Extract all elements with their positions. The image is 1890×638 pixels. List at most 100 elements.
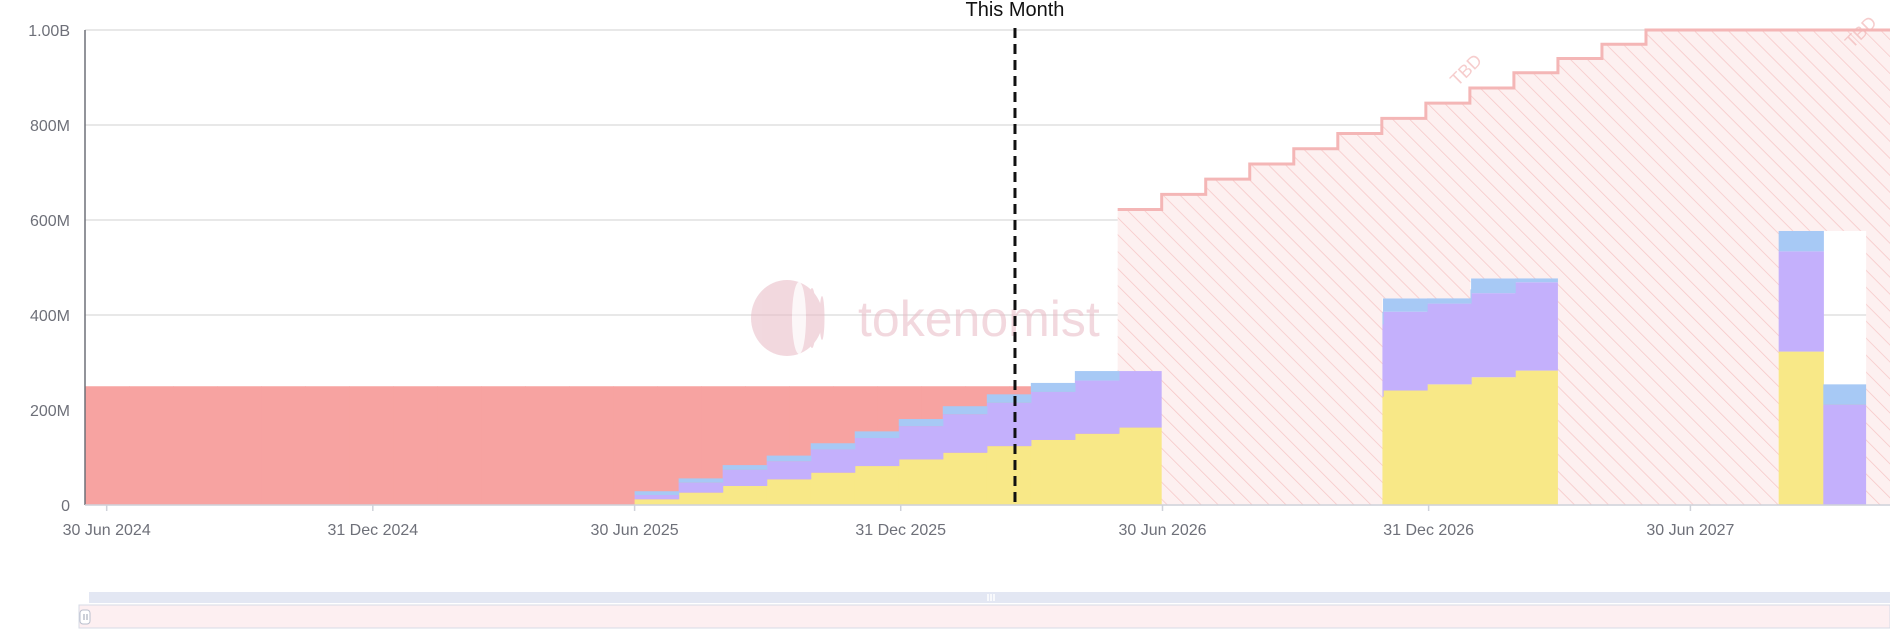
tbd-bar [1249, 163, 1295, 505]
tbd-bar [1337, 133, 1383, 506]
series-blue-bar [634, 491, 680, 496]
drag-handle-icon[interactable] [79, 609, 91, 625]
series-purple-bar [986, 402, 1032, 447]
series-base-bar [437, 386, 482, 505]
tbd-bar [1778, 30, 1823, 231]
series-purple-bar [1823, 404, 1868, 505]
series-yellow-bar [1515, 370, 1560, 505]
x-tick-label: 31 Dec 2026 [1383, 522, 1474, 539]
series-yellow-bar [854, 466, 900, 505]
tbd-bar [1161, 194, 1207, 505]
series-yellow-bar [1383, 390, 1428, 505]
series-yellow-bar [1427, 384, 1472, 505]
series-purple-bar [942, 414, 988, 453]
y-tick-label: 200M [30, 403, 70, 420]
series-base-bar [525, 386, 570, 505]
series-base-bar [349, 386, 394, 505]
x-tick-label: 30 Jun 2024 [63, 522, 151, 539]
series-blue-bar [766, 455, 812, 462]
series-base-bar [129, 386, 174, 505]
series-purple-bar [722, 469, 768, 486]
watermark-text: tokenomist [858, 291, 1100, 347]
slider-window[interactable] [78, 604, 1890, 629]
series-blue-bar [898, 419, 944, 427]
series-base-bar [261, 386, 306, 505]
series-yellow-bar [766, 479, 812, 505]
series-yellow-bar [1471, 377, 1516, 505]
series-purple-bar [634, 495, 680, 500]
datazoom-slider[interactable] [78, 592, 1890, 629]
tbd-bar [1205, 179, 1251, 505]
series-yellow-bar [1779, 351, 1824, 505]
series-base-bar [173, 386, 218, 505]
series-blue-bar [854, 431, 900, 439]
grip-icon[interactable] [987, 594, 995, 601]
series-yellow-bar [722, 486, 768, 505]
x-tick-label: 30 Jun 2026 [1118, 522, 1206, 539]
marker-label: This Month [966, 0, 1065, 21]
series-purple-bar [1515, 282, 1560, 371]
series-blue-bar [1779, 230, 1824, 252]
this-month-marker: This Month [966, 0, 1065, 505]
slider-track-top[interactable] [89, 592, 1890, 603]
y-tick-label: 800M [30, 118, 70, 135]
series-blue-bar [1074, 371, 1120, 381]
tbd-bar [1293, 148, 1339, 505]
series-purple-bar [1118, 369, 1164, 428]
series-base-bar [85, 386, 130, 505]
tbd-outline [1117, 28, 1890, 212]
series-yellow-bar [898, 459, 944, 505]
series-base-bar [481, 386, 526, 505]
series-blue-bar [986, 394, 1032, 403]
series-yellow-bar [634, 499, 680, 505]
tbd-bar [1690, 30, 1735, 505]
tbd-bar [1425, 103, 1471, 299]
tbd-label: TBD [1446, 50, 1486, 90]
series-blue-bar [942, 406, 988, 415]
series-purple-bar [1074, 380, 1120, 434]
series-blue-bar [678, 478, 724, 483]
axes: 0 200M 400M 600M 800M 1.00B 30 Jun 2024 31 Dec … [28, 23, 1890, 539]
y-tick-label: 1.00B [28, 23, 70, 40]
tbd-bar [1117, 209, 1163, 372]
series-base-bar [613, 386, 658, 505]
series-yellow-bar [678, 492, 724, 505]
series-yellow-bar [1030, 439, 1076, 505]
series-purple-bar [854, 438, 900, 467]
tbd-bar [1601, 44, 1647, 505]
series-purple-bar [678, 482, 724, 493]
watermark: tokenomist [751, 280, 1100, 356]
tokenomist-logo-icon [751, 280, 825, 356]
series-purple-bar [1779, 251, 1824, 352]
tbd-bar [1557, 58, 1603, 505]
tbd-bar [1822, 30, 1867, 231]
series-purple-bar [1030, 391, 1076, 440]
tbd-bar [1734, 30, 1779, 505]
series-purple-bar [1471, 293, 1516, 378]
x-tick-label: 31 Dec 2024 [327, 522, 418, 539]
x-tick-label: 31 Dec 2025 [855, 522, 946, 539]
series-yellow-bar [1118, 427, 1164, 505]
series-blue-bar [1383, 298, 1428, 312]
series-blue-bar [1823, 384, 1868, 405]
series-blue-bar [810, 443, 856, 450]
series-base-bar [217, 386, 262, 505]
x-tick-label: 30 Jun 2025 [591, 522, 679, 539]
series-yellow-bar [942, 452, 988, 505]
series-base-bar [569, 386, 614, 505]
series-purple-bar [1383, 311, 1428, 391]
series-yellow-bar [1074, 433, 1120, 505]
series-base-bar [305, 386, 350, 505]
tbd-bar [1513, 72, 1559, 279]
tbd-bar [1866, 30, 1890, 505]
y-tick-label: 0 [61, 498, 70, 515]
y-tick-label: 600M [30, 213, 70, 230]
series-blue-bar [1471, 278, 1516, 294]
series-yellow-bar [810, 472, 856, 505]
series-blue-bar [1030, 382, 1076, 392]
series-purple-bar [1427, 303, 1472, 385]
tbd-bar [1469, 87, 1515, 279]
tbd-bar [1381, 118, 1427, 299]
